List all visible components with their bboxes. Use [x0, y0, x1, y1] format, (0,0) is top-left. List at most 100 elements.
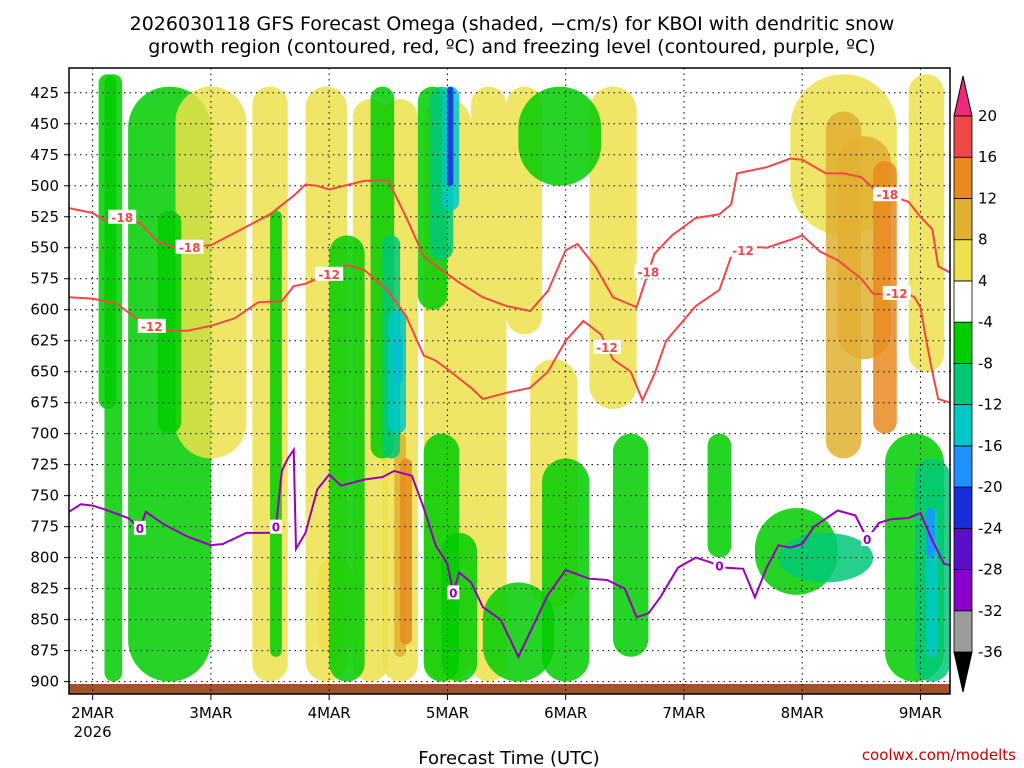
contour-label: 0	[715, 559, 723, 573]
contour-label: -12	[318, 268, 340, 282]
contour-label-bg	[315, 266, 344, 281]
contour-label: -18	[111, 211, 133, 225]
colorbar-label: 16	[978, 148, 997, 166]
contour-label-bg	[447, 585, 460, 600]
contour-label-bg	[137, 318, 166, 333]
contour-label: -12	[732, 244, 754, 258]
omega-shade-cell	[329, 235, 365, 682]
contour-label: -18	[876, 188, 898, 202]
contour-label: -12	[886, 287, 908, 301]
colorbar-segment	[953, 445, 973, 488]
omega-shade-cell	[441, 532, 477, 682]
contour-label-bg	[593, 339, 622, 354]
colorbar-segment	[953, 610, 973, 653]
x-tick-label: 3MAR	[189, 704, 232, 722]
grid-lines	[69, 68, 950, 694]
omega-shade-cell	[98, 74, 117, 409]
y-tick-label: 450	[30, 115, 59, 133]
colorbar-label: 4	[978, 272, 988, 290]
contour-label-bg	[269, 519, 282, 534]
omega-shade-cell	[589, 86, 637, 409]
colorbar-label: 12	[978, 189, 997, 207]
contour-lines: -18 -18 -18 -18 -12 -12 -12 -12 -12 0 0 0 0 0	[69, 157, 950, 660]
colorbar-label: 20	[978, 107, 997, 125]
y-tick-label: 775	[30, 518, 59, 536]
colorbar-segment	[953, 321, 973, 364]
y-tick-label: 575	[30, 270, 59, 288]
contour-label: -12	[596, 341, 618, 355]
y-tick-label: 900	[30, 673, 59, 691]
omega-shade-cell	[270, 210, 282, 657]
omega-shade-cell	[400, 458, 412, 645]
colorbar-segment	[953, 486, 973, 529]
y-tick-label: 800	[30, 549, 59, 567]
colorbar-segment	[953, 115, 973, 158]
y-tick-label: 625	[30, 332, 59, 350]
omega-shade-cell	[778, 532, 874, 583]
colorbar-segment	[953, 280, 973, 323]
y-tick-label: 725	[30, 456, 59, 474]
omega-shade-cell	[825, 111, 862, 459]
chart-title-line1: 2026030118 GFS Forecast Omega (shaded, −…	[130, 13, 895, 35]
colorbar-label: -32	[978, 602, 1003, 620]
omega-shade-cell	[471, 86, 507, 682]
colorbar-segment	[953, 527, 973, 570]
plot-frame	[68, 67, 951, 695]
colorbar-under-triangle	[953, 651, 973, 693]
omega-shade-cell	[388, 309, 407, 434]
omega-shade-cell	[612, 433, 649, 657]
contour-label-bg	[861, 532, 874, 547]
colorbar-label: -4	[978, 313, 993, 331]
y-axis: 425 450 475 500 525 550 575 600 625 650 675 700 725 7…	[30, 84, 69, 691]
colorbar-label: -16	[978, 437, 1003, 455]
x-tick-label: 6MAR	[544, 704, 587, 722]
contour-label-bg	[713, 558, 726, 573]
omega-shade-cell	[482, 582, 554, 682]
colorbar-segment	[953, 569, 973, 612]
colorbar-segment	[953, 404, 973, 447]
x-tick-sublabel: 2026	[74, 723, 112, 741]
contour-line--12	[69, 234, 950, 404]
y-tick-label: 850	[30, 611, 59, 629]
y-tick-label: 675	[30, 394, 59, 412]
terrain-band	[69, 684, 950, 694]
contour-label-bg	[882, 285, 911, 300]
colorbar-segment	[953, 239, 973, 282]
plot-area: -18 -18 -18 -18 -12 -12 -12 -12 -12 0 0 0 0 0	[69, 68, 950, 694]
contour-line-0	[69, 446, 950, 660]
contour-label-bg	[133, 520, 146, 535]
contour-label-bg	[634, 264, 663, 279]
y-tick-label: 750	[30, 487, 59, 505]
colorbar-label: -12	[978, 396, 1003, 414]
x-tick-label: 7MAR	[662, 704, 705, 722]
colorbar-label: -20	[978, 478, 1003, 496]
y-tick-label: 475	[30, 146, 59, 164]
contour-label: 0	[863, 533, 871, 547]
contour-label-bg	[729, 242, 758, 257]
y-tick-label: 825	[30, 580, 59, 598]
x-tick-label: 2MAR	[71, 704, 114, 722]
contour-line--18	[69, 157, 950, 313]
omega-shade-cell	[926, 508, 935, 558]
colorbar-over-triangle	[953, 75, 973, 117]
y-tick-label: 425	[30, 84, 59, 102]
colorbar-label: 8	[978, 231, 988, 249]
omega-shading	[98, 74, 950, 682]
x-axis-label: Forecast Time (UTC)	[418, 748, 599, 768]
omega-shade-cell	[447, 86, 454, 186]
y-tick-label: 700	[30, 425, 59, 443]
colorbar-segment	[953, 362, 973, 406]
colorbar-label: -28	[978, 561, 1003, 579]
colorbar-label: -24	[978, 519, 1003, 537]
chart-title-line2: growth region (contoured, red, ºC) and f…	[148, 36, 875, 58]
x-tick-label: 5MAR	[426, 704, 469, 722]
colorbar-segment	[953, 156, 973, 199]
x-tick-label: 8MAR	[781, 704, 824, 722]
contour-label: -18	[179, 241, 201, 255]
y-tick-label: 550	[30, 239, 59, 257]
colorbar: -36 -32 -28 -24 -20 -16 -12 -8 -4 4 8 12 16 20	[953, 75, 1003, 693]
x-tick-label: 4MAR	[308, 704, 351, 722]
y-tick-label: 600	[30, 301, 59, 319]
